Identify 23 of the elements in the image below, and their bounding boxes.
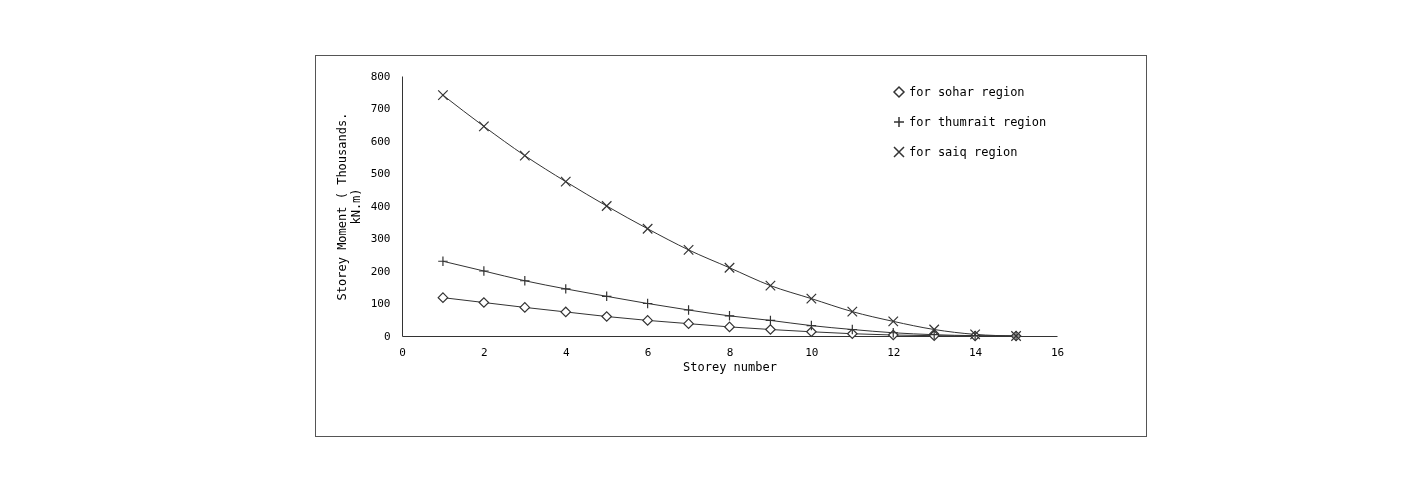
y-tick-label: 800 (370, 69, 391, 83)
x-axis-title: Storey number (683, 359, 777, 374)
legend-label: for sohar region (909, 85, 1025, 99)
y-tick-label: 500 (370, 167, 391, 180)
legend-label: for thumrait region (909, 115, 1047, 129)
x-tick-label: 2 (481, 345, 488, 359)
x-tick-label: 4 (562, 345, 570, 359)
x-tick-label: 6 (644, 345, 652, 359)
x-tick-label: 0 (399, 345, 406, 359)
y-tick-label: 700 (370, 102, 391, 115)
y-tick-label: 0 (383, 329, 391, 343)
y-tick-label: 100 (370, 297, 391, 310)
y-tick-label: 200 (370, 264, 391, 278)
y-tick-label: 600 (370, 134, 391, 148)
y-tick-label: 300 (370, 232, 391, 245)
x-tick-label: 12 (887, 345, 901, 359)
y-axis-title: Storey Moment ( Thousands. kN.m) (334, 112, 363, 301)
x-tick-label: 8 (726, 345, 734, 359)
x-tick-label: 16 (1050, 345, 1065, 359)
y-tick-label: 400 (370, 199, 391, 213)
legend-label: for saiq region (909, 145, 1018, 159)
x-tick-label: 14 (969, 345, 983, 359)
x-tick-label: 10 (805, 345, 819, 359)
